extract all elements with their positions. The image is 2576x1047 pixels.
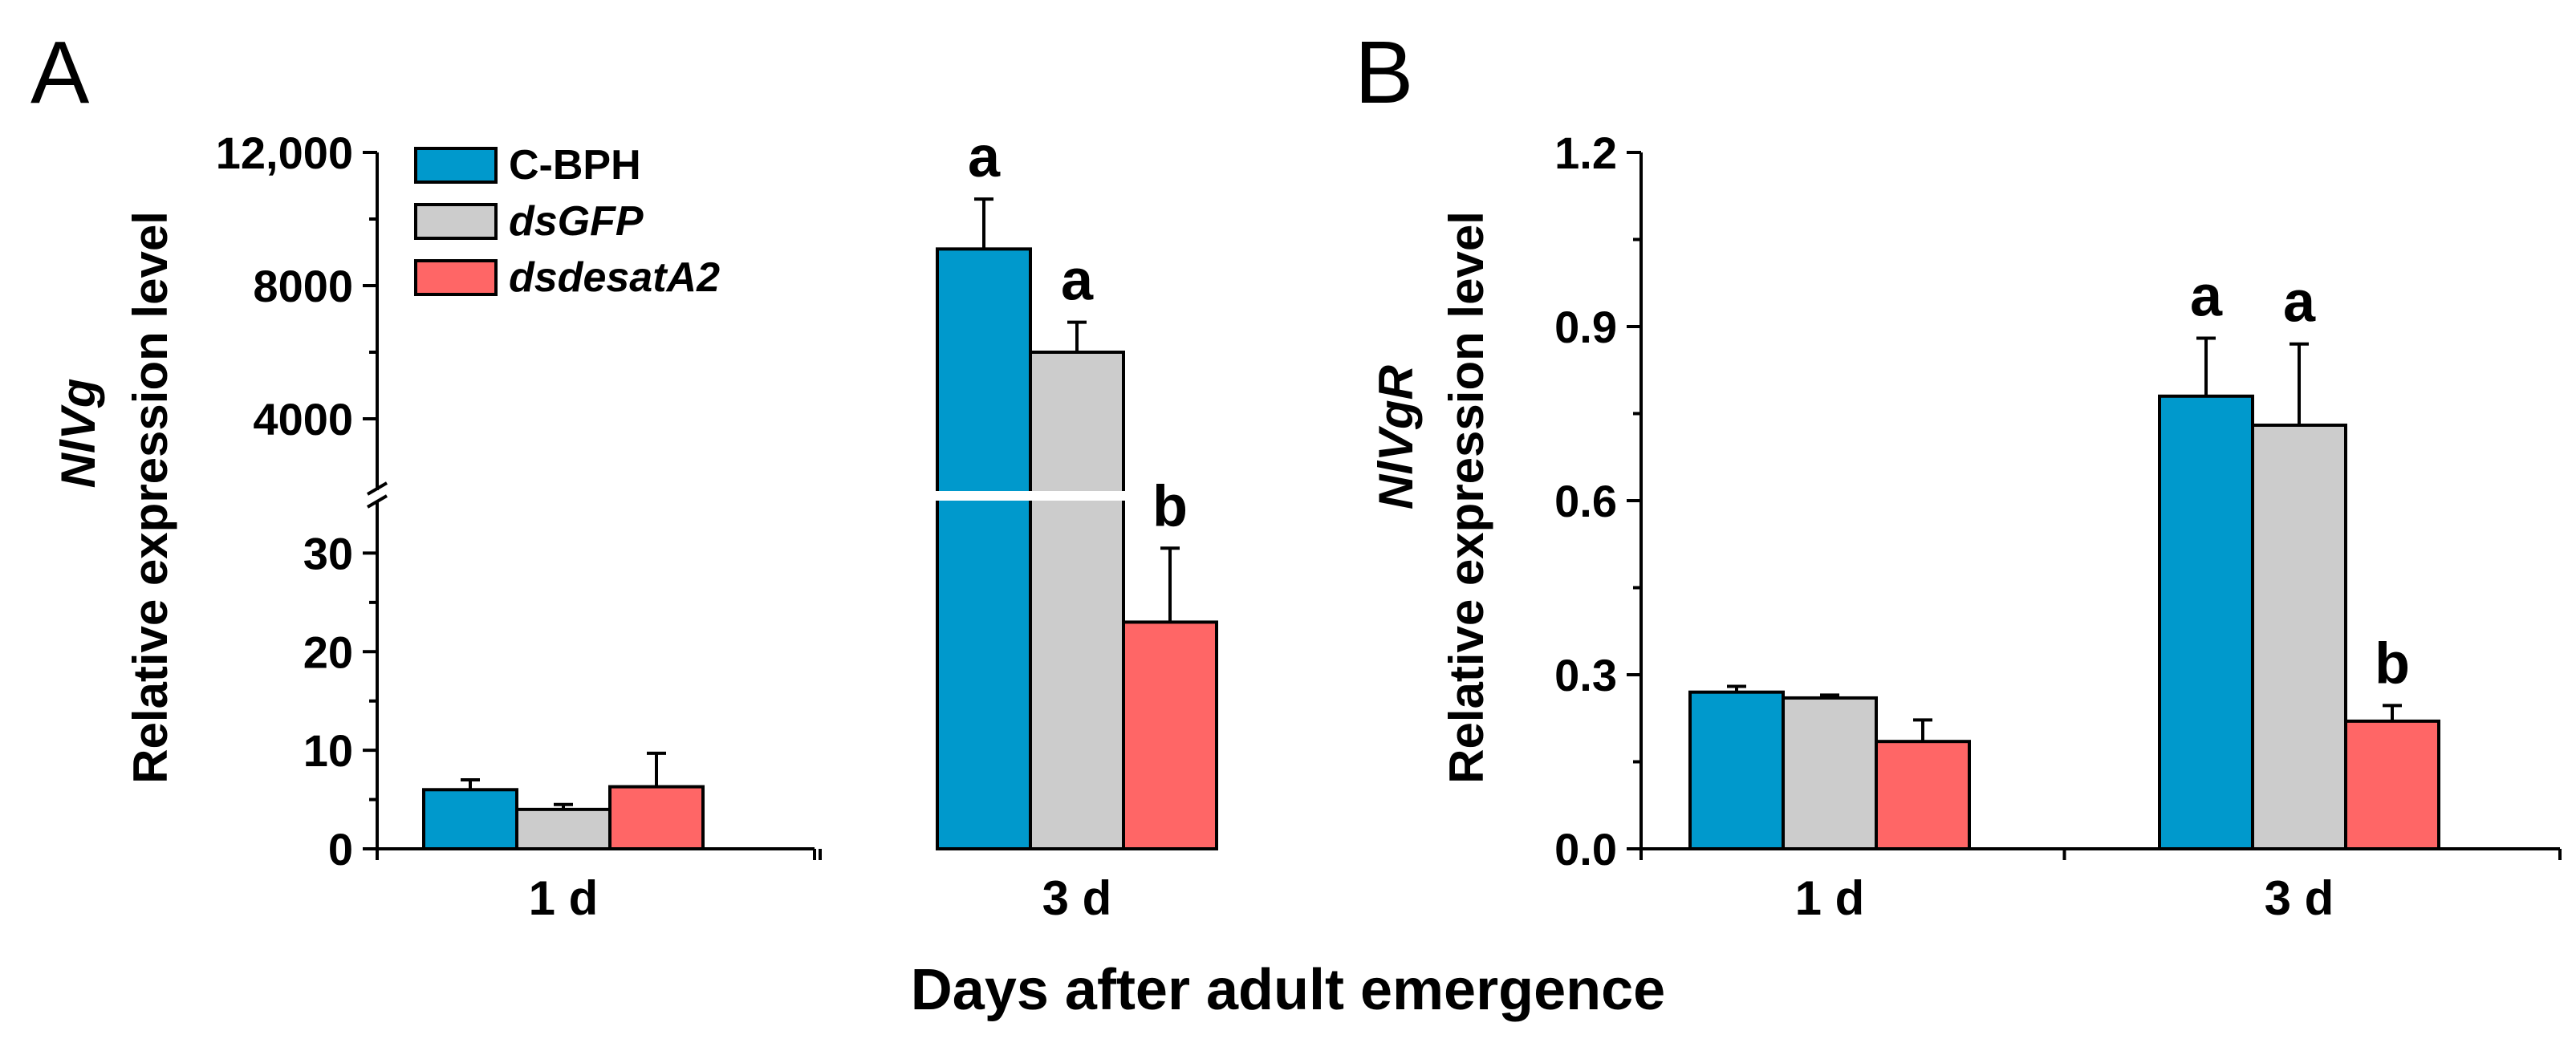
y-tick-label: 20 <box>303 627 353 677</box>
legend-swatch <box>414 147 498 184</box>
y-tick-label: 8000 <box>253 261 353 311</box>
axis-break-mark <box>366 481 388 496</box>
y-axis-label: Relative expression level <box>124 211 177 784</box>
bar <box>608 785 705 850</box>
shared-x-axis-label: Days after adult emergence <box>911 958 1665 1022</box>
y-tick-label: 0.0 <box>1554 824 1617 875</box>
significance-letter: a <box>1061 249 1094 313</box>
bar <box>1782 696 1878 851</box>
axis-break-mark <box>366 494 388 509</box>
y-tick-label: 0.9 <box>1554 302 1617 352</box>
bar <box>2158 394 2254 850</box>
y-axis-label: Relative expression level <box>1440 211 1493 784</box>
y-tick-label: 0.6 <box>1554 476 1617 526</box>
bar <box>936 247 1032 851</box>
legend: C-BPH dsGFP dsdesatA2 <box>414 142 720 301</box>
x-tick-label: 3 d <box>2265 871 2334 925</box>
x-tick-label: 1 d <box>529 871 599 925</box>
y-tick-label: 1.2 <box>1554 128 1617 178</box>
legend-label: dsGFP <box>509 198 644 245</box>
bar <box>515 807 611 850</box>
legend-swatch <box>414 203 498 240</box>
panel-label: B <box>1355 23 1413 122</box>
bar <box>1029 351 1125 850</box>
x-tick-label: 3 d <box>1042 871 1112 925</box>
y-axis-gene-label: NlVgR <box>1369 365 1423 509</box>
panel-label: A <box>30 23 90 122</box>
significance-letter: b <box>1152 474 1188 538</box>
legend-label: dsdesatA2 <box>509 254 720 301</box>
legend-swatch <box>414 259 498 296</box>
panel-a: A 0 10 20 30 4000 8000 12,000 1 d 3 d Relative exp… <box>30 23 1218 925</box>
y-tick-label: 30 <box>303 528 353 578</box>
y-tick-label: 0 <box>328 824 353 875</box>
y-tick-label: 12,000 <box>216 128 353 178</box>
panel-b: B 0.0 0.3 0.6 0.9 1.2 1 d 3 d Relative expressio… <box>1355 23 2562 925</box>
significance-letter: a <box>968 125 1001 189</box>
y-axis-gene-label: NlVg <box>51 379 105 489</box>
y-tick-label: 4000 <box>253 394 353 444</box>
significance-letter: b <box>2375 631 2410 696</box>
bar <box>2344 719 2440 850</box>
x-tick-label: 1 d <box>1795 871 1865 925</box>
bar <box>1875 740 1971 851</box>
legend-label: C-BPH <box>509 142 641 189</box>
y-tick-label: 10 <box>303 725 353 776</box>
significance-letter: a <box>2190 264 2223 328</box>
y-tick-label: 0.3 <box>1554 650 1617 700</box>
bar <box>422 788 518 850</box>
bar <box>2251 423 2347 850</box>
bar-break-band <box>931 491 1132 501</box>
bar <box>1122 620 1218 851</box>
bar <box>1688 690 1785 851</box>
significance-letter: a <box>2283 270 2316 335</box>
